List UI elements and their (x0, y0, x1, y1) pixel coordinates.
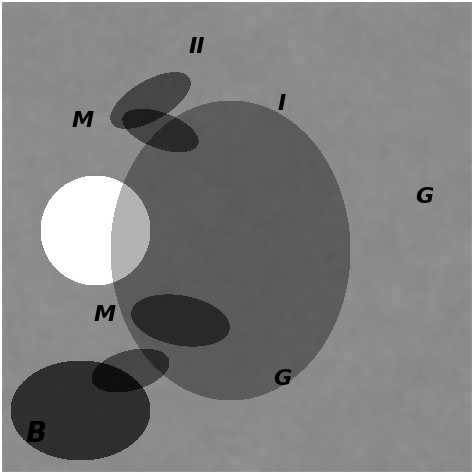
Text: II: II (189, 37, 205, 57)
Text: I: I (278, 94, 286, 114)
Text: M: M (72, 111, 94, 131)
Text: M: M (93, 305, 115, 325)
Text: G: G (273, 369, 291, 389)
Text: G: G (415, 187, 433, 207)
Text: B: B (25, 419, 46, 448)
